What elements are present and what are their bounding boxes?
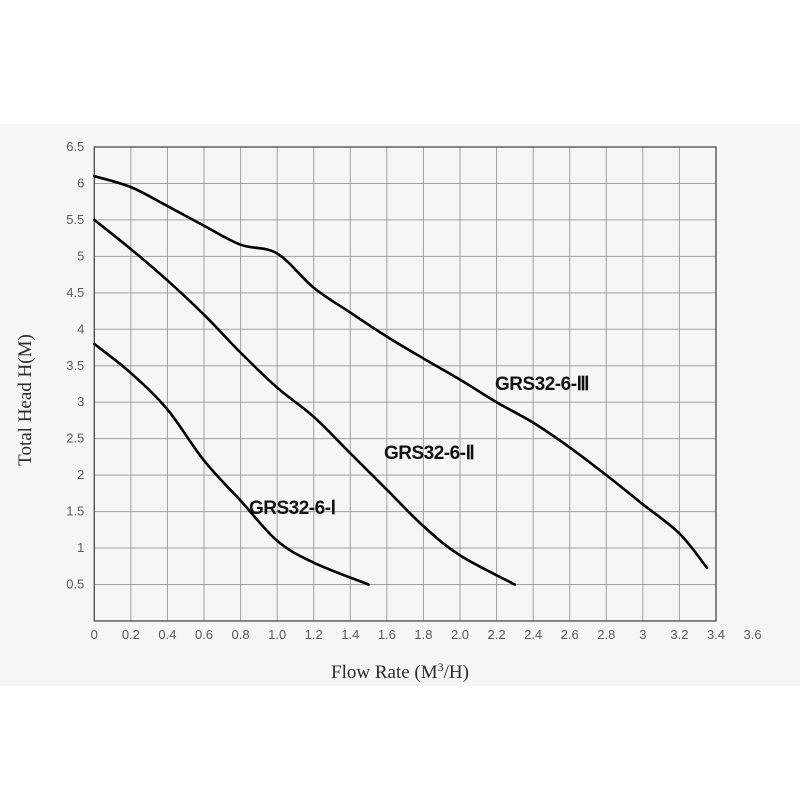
svg-text:3.2: 3.2 xyxy=(670,627,688,642)
svg-text:2.8: 2.8 xyxy=(597,627,615,642)
svg-text:0.2: 0.2 xyxy=(122,627,140,642)
svg-text:2: 2 xyxy=(77,467,84,482)
svg-text:3: 3 xyxy=(77,394,84,409)
svg-text:3.4: 3.4 xyxy=(707,627,725,642)
svg-text:2.2: 2.2 xyxy=(488,627,506,642)
svg-text:2.0: 2.0 xyxy=(451,627,469,642)
svg-text:3: 3 xyxy=(639,627,646,642)
svg-text:1.8: 1.8 xyxy=(414,627,432,642)
svg-text:4.5: 4.5 xyxy=(66,285,84,300)
svg-text:0.4: 0.4 xyxy=(158,627,176,642)
svg-text:3.5: 3.5 xyxy=(66,358,84,373)
svg-text:1.4: 1.4 xyxy=(341,627,359,642)
svg-text:0.6: 0.6 xyxy=(195,627,213,642)
svg-text:0.5: 0.5 xyxy=(66,577,84,592)
svg-text:2.4: 2.4 xyxy=(524,627,542,642)
svg-text:2.5: 2.5 xyxy=(66,431,84,446)
svg-text:1.6: 1.6 xyxy=(378,627,396,642)
svg-text:2.6: 2.6 xyxy=(561,627,579,642)
svg-text:5: 5 xyxy=(77,248,84,263)
svg-text:1.5: 1.5 xyxy=(66,504,84,519)
svg-text:0.8: 0.8 xyxy=(232,627,250,642)
svg-text:0: 0 xyxy=(91,627,98,642)
svg-text:1.0: 1.0 xyxy=(268,627,286,642)
svg-text:3.6: 3.6 xyxy=(744,627,762,642)
svg-text:5.5: 5.5 xyxy=(66,212,84,227)
svg-text:6.5: 6.5 xyxy=(66,139,84,154)
svg-text:4: 4 xyxy=(77,321,84,336)
svg-text:1: 1 xyxy=(77,540,84,555)
svg-text:1.2: 1.2 xyxy=(305,627,323,642)
svg-text:6: 6 xyxy=(77,175,84,190)
